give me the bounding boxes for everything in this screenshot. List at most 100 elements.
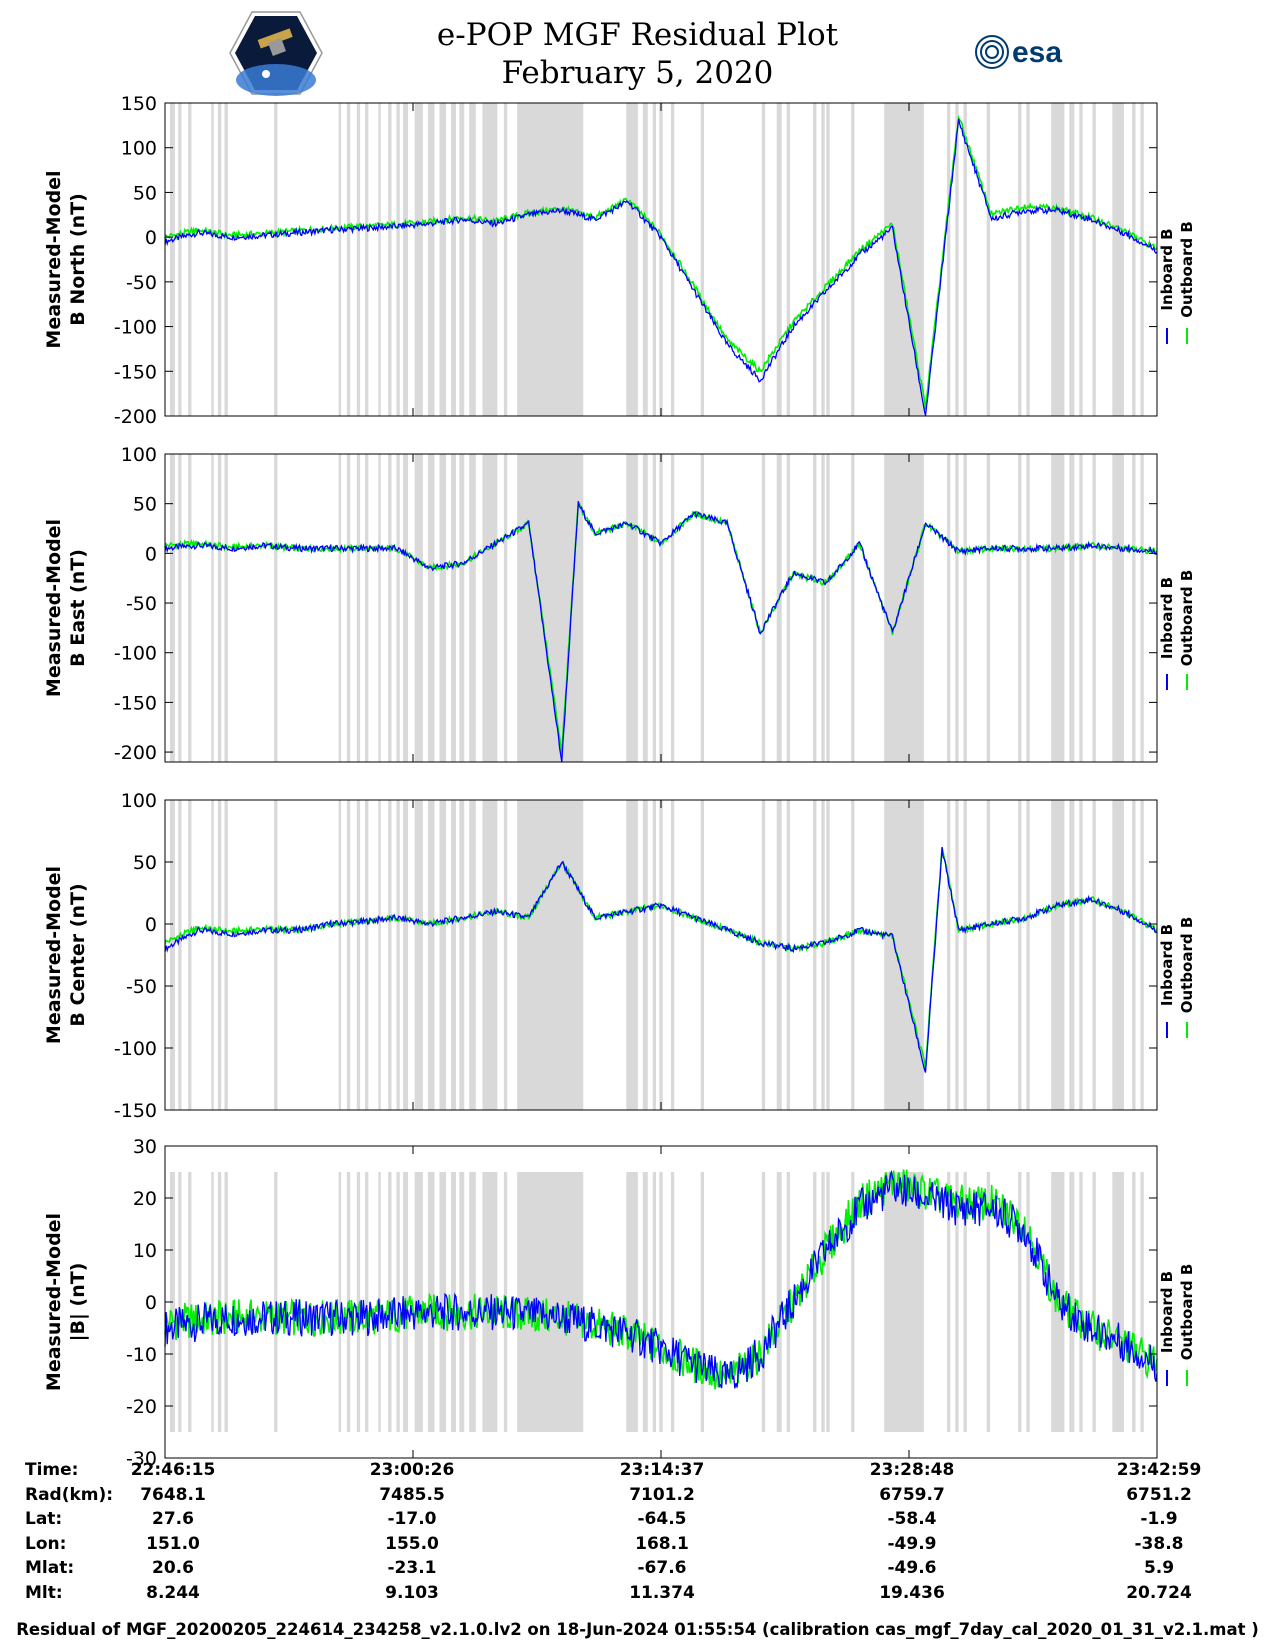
shaded-interval: [469, 103, 476, 416]
chart-title-line1: e-POP MGF Residual Plot: [436, 17, 839, 53]
shaded-interval: [700, 103, 704, 416]
shaded-interval: [378, 800, 381, 1110]
shaded-interval: [813, 454, 817, 762]
shaded-interval: [178, 454, 182, 762]
shaded-interval: [652, 1172, 657, 1432]
shaded-interval: [403, 800, 409, 1110]
shaded-interval: [659, 103, 663, 416]
y-tick-label: 100: [121, 444, 157, 466]
shaded-interval: [482, 454, 498, 762]
y-tick-label: -150: [114, 1100, 157, 1122]
info-row: Mlat: 20.6 -23.1 -67.6 -49.6 5.9: [0, 1558, 1275, 1582]
shaded-interval: [821, 1172, 825, 1432]
info-row-label: Lon:: [25, 1533, 67, 1554]
shaded-interval: [217, 800, 222, 1110]
shaded-interval: [1092, 1172, 1096, 1432]
y-tick-label: -50: [126, 976, 157, 998]
shaded-interval: [356, 1172, 361, 1432]
info-row: Lon: 151.0 155.0 168.1 -49.9 -38.8: [0, 1534, 1275, 1558]
y-tick-label: 100: [121, 138, 157, 160]
shaded-interval: [851, 1172, 855, 1432]
shaded-interval: [947, 103, 951, 416]
shaded-interval: [224, 1172, 228, 1432]
shaded-interval: [813, 800, 817, 1110]
shaded-interval: [947, 1172, 951, 1432]
info-value: 23:14:37: [619, 1460, 705, 1480]
shaded-interval: [1132, 454, 1136, 762]
shaded-interval: [1018, 800, 1022, 1110]
shaded-interval: [1132, 1172, 1136, 1432]
shaded-interval: [451, 103, 456, 416]
shaded-interval: [378, 454, 381, 762]
shaded-interval: [211, 1172, 214, 1432]
shaded-interval: [761, 454, 766, 762]
y-tick-label: -50: [126, 272, 157, 294]
shaded-interval: [986, 454, 991, 762]
y-tick-label: 10: [133, 1240, 157, 1262]
y-tick-label: 20: [133, 1188, 157, 1210]
y-tick-label: -100: [114, 317, 157, 339]
shaded-interval: [1079, 103, 1083, 416]
shaded-interval: [1092, 454, 1096, 762]
shaded-interval: [459, 103, 465, 416]
shaded-interval: [1140, 1172, 1144, 1432]
shaded-interval: [224, 800, 228, 1110]
info-value: 19.436: [879, 1582, 945, 1603]
shaded-interval: [652, 800, 657, 1110]
shaded-interval: [659, 800, 663, 1110]
shaded-interval: [1132, 103, 1136, 416]
info-value: 11.374: [629, 1582, 695, 1603]
shaded-interval: [274, 103, 278, 416]
y-tick-label: 0: [145, 543, 157, 565]
legend-label-inboard: Inboard B: [1158, 924, 1176, 1006]
y-tick-label: -150: [114, 692, 157, 714]
shaded-interval: [1018, 1172, 1022, 1432]
legend-label-inboard: Inboard B: [1158, 228, 1176, 310]
shaded-interval: [821, 454, 825, 762]
footer-caption: Residual of MGF_20200205_224614_234258_v…: [16, 1620, 1259, 1639]
shaded-interval: [503, 103, 508, 416]
info-value: -49.9: [887, 1533, 937, 1554]
info-value: -64.5: [637, 1509, 687, 1529]
shaded-interval: [652, 454, 657, 762]
shaded-interval: [365, 1172, 369, 1432]
shaded-interval: [365, 103, 369, 416]
shaded-interval: [1079, 800, 1083, 1110]
shaded-interval: [986, 1172, 991, 1432]
shaded-interval: [947, 454, 951, 762]
shaded-interval: [503, 454, 508, 762]
shaded-interval: [884, 454, 924, 762]
y-tick-label: 50: [133, 182, 157, 204]
shaded-interval: [826, 103, 830, 416]
shaded-interval: [517, 800, 584, 1110]
info-value: 7648.1: [140, 1484, 206, 1505]
info-value: 20.724: [1126, 1582, 1192, 1603]
shaded-interval: [700, 800, 704, 1110]
shaded-interval: [700, 1172, 704, 1432]
shaded-interval: [1069, 800, 1075, 1110]
shaded-interval: [670, 1172, 675, 1432]
shaded-interval: [1140, 800, 1144, 1110]
legend-label-inboard: Inboard B: [1158, 1271, 1176, 1353]
info-value: 23:00:26: [369, 1460, 455, 1480]
shaded-interval: [188, 454, 192, 762]
shaded-interval: [388, 454, 392, 762]
y-tick-label: -150: [114, 361, 157, 383]
info-row-label: Mlat:: [25, 1558, 75, 1578]
shaded-interval: [1018, 103, 1022, 416]
shaded-interval: [356, 454, 361, 762]
shaded-interval: [396, 103, 400, 416]
shaded-interval: [439, 1172, 447, 1432]
shaded-interval: [217, 454, 222, 762]
info-row: Lat: 27.6 -17.0 -64.5 -58.4 -1.9: [0, 1509, 1275, 1533]
y-tick-label: -10: [126, 1344, 157, 1366]
shaded-interval: [414, 454, 423, 762]
shaded-interval: [439, 454, 447, 762]
y-axis-label: Measured-Model: [43, 170, 65, 348]
shaded-interval: [338, 800, 342, 1110]
shaded-interval: [346, 800, 351, 1110]
shaded-interval: [1079, 1172, 1083, 1432]
shaded-interval: [517, 103, 584, 416]
shaded-interval: [776, 103, 782, 416]
shaded-interval: [274, 454, 278, 762]
